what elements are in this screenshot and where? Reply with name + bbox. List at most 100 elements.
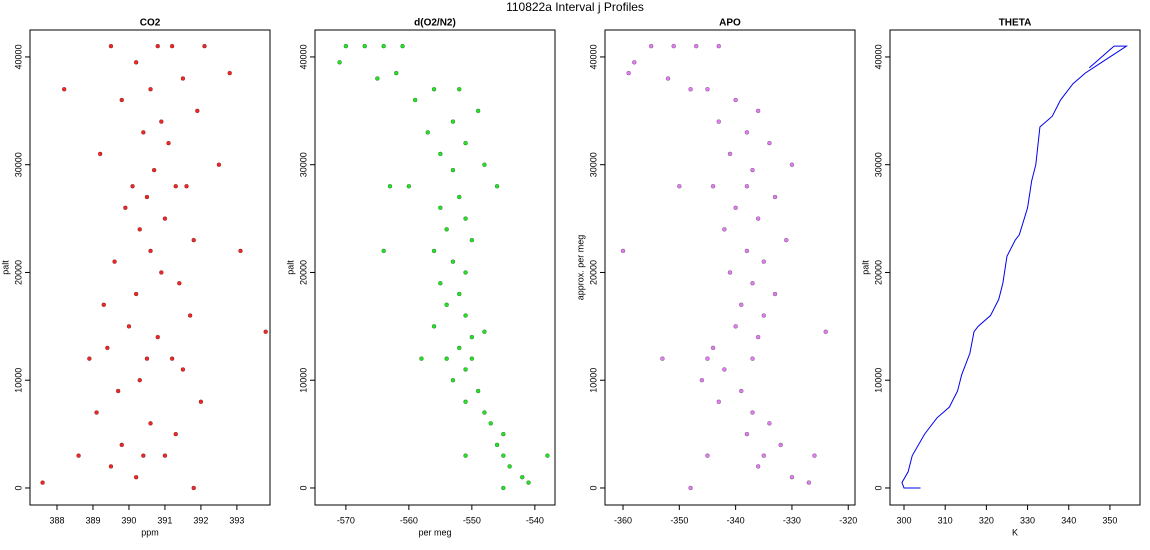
plot-frame [889, 29, 1141, 506]
data-point [761, 453, 767, 458]
data-point [501, 485, 506, 491]
data-point [710, 184, 716, 189]
data-point [772, 194, 778, 200]
data-point [482, 410, 487, 415]
data-point [755, 334, 761, 340]
data-point [660, 356, 665, 361]
y-tick-label: 10000 [873, 368, 883, 393]
data-point [507, 464, 512, 469]
data-point [750, 167, 755, 173]
data-point [195, 108, 200, 114]
data-point [337, 60, 342, 65]
data-point [450, 119, 456, 124]
data-point [705, 453, 710, 458]
data-point [716, 43, 721, 49]
data-point [191, 237, 196, 243]
data-point [744, 431, 750, 437]
x-axis-label: ppm [141, 527, 159, 537]
data-point [162, 216, 168, 221]
x-tick-label: 310 [938, 515, 953, 525]
x-tick-label: 350 [1102, 515, 1117, 525]
data-point [394, 70, 399, 76]
data-point [488, 421, 493, 426]
data-point [155, 43, 160, 49]
data-point [733, 324, 738, 329]
data-point [665, 76, 671, 81]
x-tick-label: -550 [463, 515, 481, 525]
data-point [438, 151, 443, 157]
x-tick-label: 390 [121, 515, 136, 525]
panel: APO approx. per meg -360 -350 -340 -330 -320 0 1… [575, 18, 857, 526]
x-tick-label: -320 [839, 515, 857, 525]
figure-title: 110822a Interval j Profiles [506, 0, 644, 14]
data-point [216, 162, 222, 167]
data-point [425, 130, 431, 135]
data-point [739, 388, 744, 394]
data-point [688, 485, 693, 491]
data-point [202, 43, 207, 49]
data-point [169, 43, 175, 49]
data-point [755, 108, 761, 114]
y-tick-label: 30000 [873, 152, 883, 177]
data-point [119, 442, 125, 448]
panel-title: THETA [999, 18, 1032, 29]
y-tick-label: 30000 [588, 152, 598, 177]
data-point [750, 410, 755, 415]
data-point [162, 453, 168, 458]
data-point [626, 70, 631, 76]
data-point [744, 248, 750, 254]
data-point [761, 259, 767, 264]
data-point [784, 237, 789, 243]
x-tick-label: 393 [229, 515, 244, 525]
data-point [381, 43, 386, 49]
data-point [475, 388, 481, 394]
plot-frame [29, 29, 271, 506]
data-point [750, 280, 755, 286]
data-point [744, 184, 750, 189]
data-point [812, 453, 817, 458]
data-point [677, 184, 682, 189]
plot-frame [314, 29, 556, 506]
data-point [767, 421, 772, 426]
data-point [263, 329, 268, 334]
plot-frame [604, 29, 856, 506]
data-point [119, 97, 125, 103]
data-point [101, 302, 107, 308]
data-point [755, 216, 761, 221]
data-point [444, 227, 449, 232]
x-tick-label: 340 [1061, 515, 1076, 525]
x-tick-label: -330 [783, 515, 801, 525]
data-point [744, 130, 750, 135]
data-point [126, 324, 132, 329]
data-point [733, 205, 738, 211]
data-point [412, 97, 418, 103]
data-point [463, 453, 468, 458]
data-point [112, 259, 117, 264]
data-point [159, 119, 164, 124]
panel-title: CO2 [140, 18, 161, 29]
data-point [620, 248, 626, 254]
y-tick-label: 40000 [588, 44, 598, 69]
panel-title: APO [719, 18, 741, 29]
data-point [688, 87, 693, 92]
data-point [133, 60, 139, 65]
data-point [722, 227, 727, 232]
data-point [450, 377, 456, 383]
y-tick-label: 30000 [13, 152, 23, 177]
data-point [97, 151, 103, 157]
data-point [137, 227, 142, 232]
data-point [419, 356, 424, 361]
data-point [457, 194, 462, 200]
y-tick-label: 40000 [873, 44, 883, 69]
x-tick-label: 320 [979, 515, 994, 525]
data-point [494, 442, 500, 448]
data-point [501, 453, 506, 458]
y-axis-label: approx. per meg [575, 235, 585, 301]
data-point [180, 367, 186, 372]
data-point [457, 291, 462, 297]
data-point [727, 270, 733, 275]
data-point [144, 194, 150, 200]
x-tick-label: 388 [49, 515, 64, 525]
data-point [166, 140, 171, 146]
data-point [450, 259, 456, 264]
